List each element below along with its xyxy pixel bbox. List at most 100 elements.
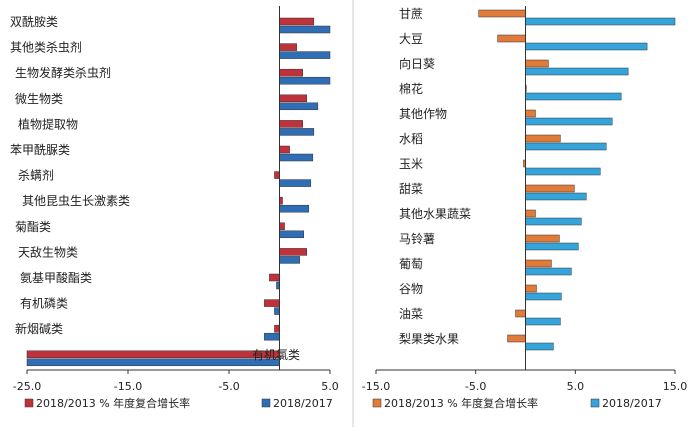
right-bar-yoy	[525, 217, 582, 226]
left-bar-cagr	[279, 43, 297, 51]
chart-right-panel: 甘蔗大豆向日葵棉花其他作物水稻玉米甜菜其他水果蔬菜 马铃薯葡萄谷物油菜梨果类水果 -…	[355, 0, 699, 427]
right-category-label: 棉花	[399, 81, 423, 96]
right-bar-yoy	[525, 17, 676, 26]
right-x-tick-label: -15.0	[362, 380, 390, 393]
left-category-label: 天敌生物类	[18, 244, 78, 259]
right-category-label: 马铃薯	[399, 231, 435, 246]
left-bar-yoy	[279, 204, 310, 213]
right-bar-yoy	[525, 167, 601, 176]
right-bar-yoy	[525, 67, 629, 76]
right-bar-cagr	[525, 184, 575, 193]
left-bar-cagr	[279, 222, 285, 231]
left-category-label: 植物提取物	[18, 116, 78, 131]
left-category-label: 新烟碱类	[15, 321, 63, 336]
right-bar-cagr	[478, 9, 526, 18]
right-bar-cagr	[515, 309, 526, 318]
right-bar-yoy	[525, 317, 561, 326]
left-bar-yoy	[26, 358, 280, 367]
panel-divider	[352, 0, 354, 427]
left-bar-cagr	[279, 248, 308, 256]
right-category-label: 其他作物	[399, 107, 447, 121]
right-legend-label: 2018/2013 % 年度复合增长率	[384, 396, 538, 410]
left-legend-label: 2018/2013 % 年度复合增长率	[36, 396, 190, 410]
right-bar-cagr	[525, 259, 552, 268]
right-bar-cagr	[525, 209, 536, 218]
left-category-label: 有机磷类	[20, 296, 68, 311]
right-bar-cagr	[507, 334, 526, 343]
right-legend-swatch	[590, 398, 600, 408]
right-category-label: 大豆	[399, 32, 423, 46]
left-bar-cagr	[274, 171, 280, 179]
right-bar-yoy	[525, 342, 554, 351]
right-category-label: 水稻	[399, 132, 423, 146]
right-bar-cagr	[497, 34, 526, 43]
left-bar-yoy	[279, 128, 315, 136]
left-x-tick-label: 5.0	[321, 380, 339, 393]
left-category-label: 双酰胺类	[10, 15, 58, 29]
left-category-label: 苯甲酰脲类	[10, 143, 70, 157]
right-legend-swatch	[372, 398, 382, 408]
left-bar-cagr	[264, 299, 280, 307]
left-bar-cagr	[279, 94, 308, 103]
right-bar-yoy	[525, 142, 607, 151]
left-category-label: 杀螨剂	[18, 168, 54, 183]
left-category-label: 其他昆虫生长激素类	[22, 194, 130, 208]
left-legend-swatch	[24, 398, 34, 408]
left-category-label: 其他类杀虫剂	[10, 40, 82, 55]
left-bar-yoy	[279, 153, 314, 162]
right-bar-cagr	[525, 234, 560, 243]
left-bar-yoy	[274, 307, 280, 315]
right-bar-cagr	[525, 109, 536, 118]
right-category-label: 甘蔗	[399, 7, 423, 21]
right-bar-yoy	[525, 292, 562, 301]
left-bar-yoy	[279, 76, 331, 85]
right-category-label: 油菜	[399, 307, 423, 321]
left-x-tick-label: -15.0	[114, 380, 142, 393]
right-legend-label: 2018/2017	[602, 397, 662, 410]
left-legend-swatch	[261, 398, 271, 408]
left-bar-yoy	[264, 332, 280, 341]
right-category-label: 玉米	[399, 157, 423, 171]
right-bar-cagr	[525, 284, 537, 293]
left-bar-cagr	[279, 68, 303, 77]
right-bar-yoy	[525, 267, 572, 276]
left-category-label: 氨基甲酸酯类	[20, 270, 92, 285]
right-bar-cagr	[525, 134, 561, 143]
left-bar-cagr	[279, 120, 303, 128]
left-legend-label: 2018/2017	[273, 397, 333, 410]
right-category-label: 葡萄	[399, 257, 423, 271]
left-bar-yoy	[279, 102, 319, 111]
chart-left: 双酰胺类其他类杀虫剂生物发酵类杀虫剂微生物类植物提取物苯甲酰脲类杀螨剂其他昆虫生…	[10, 6, 339, 410]
left-bar-yoy	[279, 256, 300, 264]
left-category-label: 微生物类	[15, 92, 63, 106]
left-bar-cagr	[274, 324, 280, 333]
left-category-label: 菊酯类	[15, 220, 51, 234]
left-x-tick-label: -5.0	[218, 380, 239, 393]
right-bar-yoy	[525, 92, 622, 101]
right-x-tick-label: 15.0	[663, 380, 688, 393]
left-bar-cagr	[279, 17, 315, 26]
right-category-label: 其他水果蔬菜	[399, 207, 471, 221]
right-bar-yoy	[525, 242, 579, 251]
right-category-label: 梨果类水果	[399, 332, 459, 346]
left-x-tick-label: -25.0	[13, 380, 41, 393]
right-x-tick-label: 5.0	[567, 380, 585, 393]
left-bar-yoy	[279, 230, 304, 239]
left-category-label: 生物发酵类杀虫剂	[15, 65, 111, 80]
right-category-label: 谷物	[399, 282, 423, 296]
right-bar-cagr	[525, 59, 549, 68]
left-bar-cagr	[269, 273, 280, 282]
right-category-label: 甜菜	[399, 182, 423, 196]
right-bar-yoy	[525, 192, 587, 201]
left-bar-yoy	[279, 25, 331, 34]
left-category-label: 有机氯类	[252, 348, 300, 362]
right-category-label: 向日葵	[399, 56, 435, 71]
right-bar-yoy	[525, 117, 613, 126]
chart-left-panel: 双酰胺类其他类杀虫剂生物发酵类杀虫剂 微生物类植物提取物苯甲酰脲类杀螨剂其他昆虫生…	[10, 6, 339, 410]
left-bar-cagr	[26, 350, 280, 359]
right-bar-yoy	[525, 42, 648, 51]
left-bar-yoy	[279, 51, 331, 59]
right-x-tick-label: -5.0	[465, 380, 486, 393]
left-bar-cagr	[279, 145, 290, 154]
